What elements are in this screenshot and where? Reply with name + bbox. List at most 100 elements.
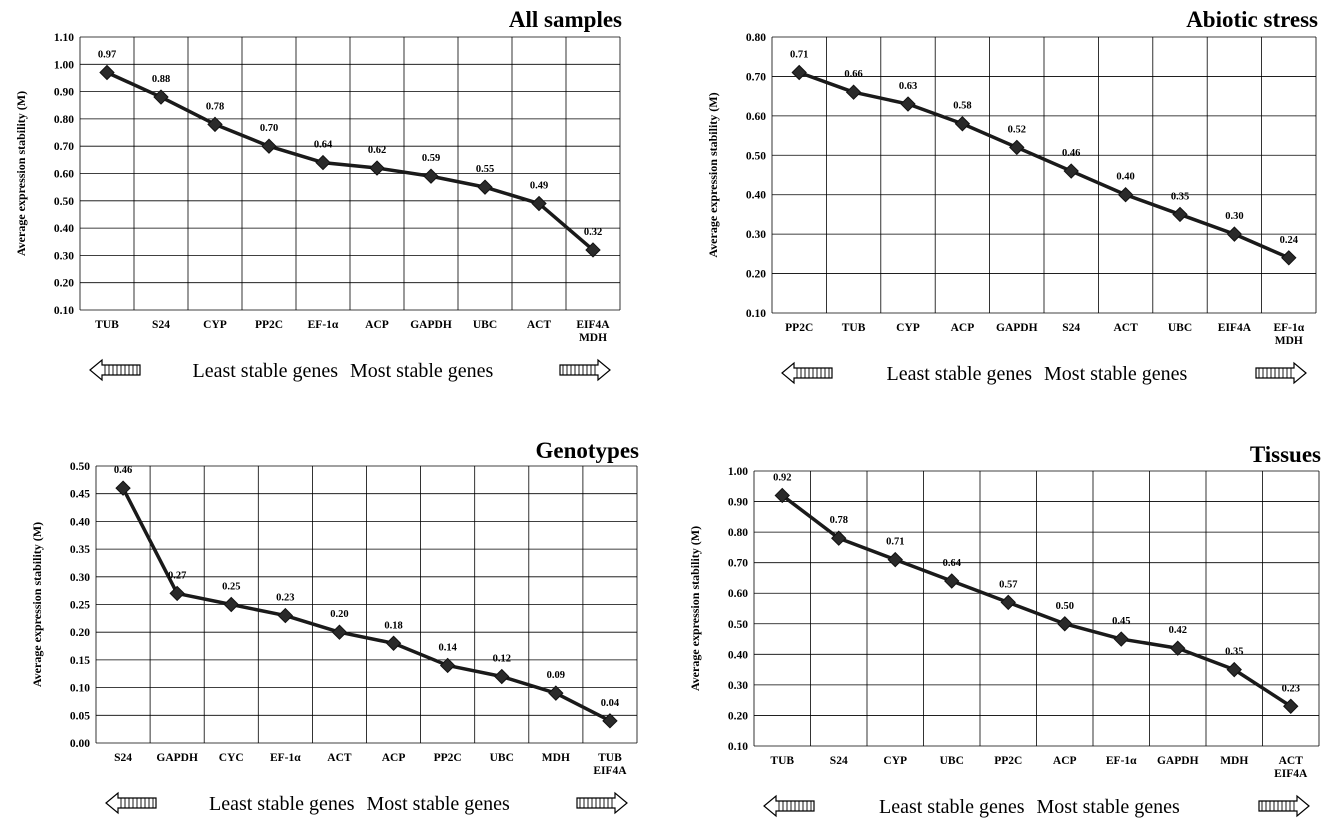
data-label: 0.14 [438, 642, 457, 653]
data-label: 0.32 [584, 227, 602, 238]
data-label: 0.18 [384, 620, 402, 631]
y-tick-label: 0.40 [746, 190, 766, 202]
chart-abiotic-stress: Abiotic stress Average expression stabili… [706, 7, 1318, 385]
x-category-label: TUB [770, 755, 794, 767]
data-label: 0.97 [98, 49, 116, 60]
footer-most-stable: Most stable genes [367, 793, 511, 815]
y-tick-label: 0.40 [70, 516, 90, 528]
x-category-label: EIF4A [593, 765, 627, 777]
y-tick-label: 0.10 [728, 741, 748, 753]
chart-panel-all-samples: All samples Average expression stability … [0, 0, 664, 411]
x-category-label: UBC [490, 752, 514, 764]
data-point-marker [900, 96, 916, 112]
data-point-marker [169, 585, 185, 602]
data-label: 0.55 [476, 164, 494, 175]
y-tick-label: 0.60 [54, 169, 74, 181]
x-category-label: ACT [1279, 755, 1304, 767]
data-label: 0.35 [1225, 647, 1243, 658]
data-point-marker [1113, 631, 1129, 647]
x-category-label: EIF4A [1274, 768, 1308, 780]
data-point-marker [845, 84, 862, 100]
y-tick-label: 0.00 [70, 738, 90, 750]
y-tick-label: 0.80 [746, 32, 766, 44]
x-category-label: CYC [219, 752, 244, 764]
data-point-marker [944, 573, 960, 589]
y-tick-label: 0.10 [54, 305, 74, 317]
left-arrow-shape [763, 794, 815, 818]
data-label: 0.23 [1282, 683, 1300, 694]
left-arrow-shape [89, 358, 141, 382]
y-tick-label: 0.70 [728, 558, 748, 570]
data-point-marker [439, 657, 456, 674]
chart-tissues: Tissues Average expression stability (M) 0… [688, 442, 1321, 818]
x-category-label: MDH [1275, 335, 1303, 347]
series-line [798, 70, 1290, 260]
x-category-label: ACP [382, 752, 406, 764]
data-point-marker [774, 487, 790, 504]
data-label: 0.35 [1171, 191, 1189, 202]
data-label: 0.58 [953, 101, 971, 112]
left-arrow-shape [105, 791, 157, 815]
data-point-marker [791, 64, 807, 81]
x-category-label: ACP [365, 319, 389, 331]
data-point-marker [369, 160, 385, 176]
data-label: 0.92 [773, 472, 791, 483]
x-category-label: MDH [542, 752, 570, 764]
left-arrow-icon [89, 358, 141, 382]
right-arrow-shape [1255, 361, 1307, 385]
y-axis-label: Average expression stability (M) [30, 522, 44, 687]
x-category-label: CYP [896, 322, 920, 334]
data-point-marker [261, 138, 277, 154]
x-category-label: GAPDH [410, 319, 452, 331]
data-label: 0.27 [168, 570, 186, 581]
chart-panel-genotypes: Genotypes Average expression stability (M… [0, 411, 664, 822]
data-label: 0.66 [844, 69, 862, 80]
data-label: 0.42 [1169, 625, 1187, 636]
data-label: 0.46 [1062, 148, 1080, 159]
data-point-marker [585, 242, 601, 258]
chart-title: All samples [509, 7, 622, 32]
x-category-label: TUB [598, 752, 622, 764]
data-point-marker [1226, 661, 1242, 678]
data-label: 0.25 [222, 582, 240, 593]
x-category-label: EF-1α [308, 319, 339, 331]
footer-most-stable: Most stable genes [1044, 363, 1188, 385]
left-arrow-icon [781, 361, 833, 385]
data-point-marker [1170, 640, 1186, 656]
data-label: 0.50 [1056, 601, 1074, 612]
y-tick-label: 0.40 [54, 223, 74, 235]
y-tick-label: 0.30 [728, 680, 748, 692]
footer-least-stable: Least stable genes [887, 363, 1033, 385]
footer-most-stable: Most stable genes [350, 360, 494, 382]
left-arrow-icon [105, 791, 157, 815]
y-axis-label: Average expression stability (M) [688, 526, 702, 691]
y-tick-label: 0.20 [746, 269, 766, 281]
data-label: 0.78 [206, 101, 224, 112]
y-tick-label: 0.80 [54, 114, 74, 126]
x-category-label: TUB [95, 319, 119, 331]
data-point-marker [477, 179, 493, 195]
data-point-marker [494, 668, 510, 685]
chart-title: Genotypes [536, 438, 640, 463]
y-axis-label: Average expression stability (M) [706, 92, 720, 257]
chart-title: Abiotic stress [1186, 7, 1318, 32]
y-tick-label: 1.00 [728, 466, 748, 478]
y-tick-label: 0.50 [54, 196, 74, 208]
x-category-label: GAPDH [156, 752, 198, 764]
y-tick-label: 0.25 [70, 600, 90, 612]
data-label: 0.49 [530, 181, 548, 192]
data-point-marker [1009, 139, 1025, 156]
data-label: 0.46 [114, 465, 132, 476]
x-category-label: GAPDH [1157, 755, 1199, 767]
data-point-marker [1117, 187, 1134, 203]
x-category-label: CYP [883, 755, 907, 767]
footer-least-stable: Least stable genes [879, 796, 1025, 818]
data-point-marker [1063, 163, 1079, 179]
data-label: 0.09 [547, 670, 565, 681]
y-tick-label: 0.20 [54, 278, 74, 290]
data-label: 0.23 [276, 593, 294, 604]
y-tick-label: 0.80 [728, 527, 748, 539]
data-point-marker [207, 116, 223, 133]
data-point-marker [99, 64, 115, 81]
series-line [781, 494, 1292, 708]
